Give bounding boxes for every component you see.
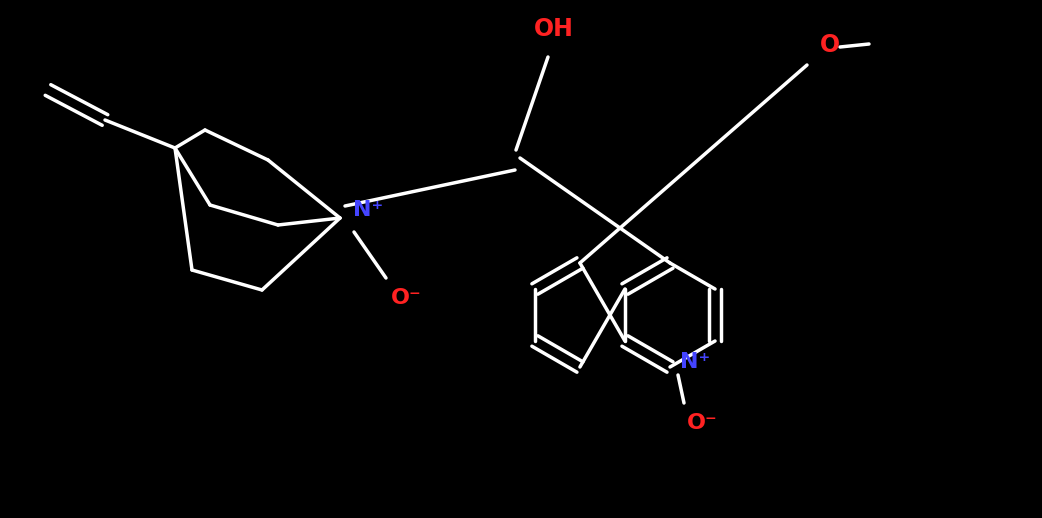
Text: O⁻: O⁻ — [687, 413, 717, 433]
Text: N⁺: N⁺ — [679, 352, 711, 372]
Text: O⁻: O⁻ — [391, 288, 421, 308]
Text: OH: OH — [535, 17, 574, 41]
Text: O: O — [820, 33, 840, 57]
Text: N⁺: N⁺ — [353, 200, 383, 220]
